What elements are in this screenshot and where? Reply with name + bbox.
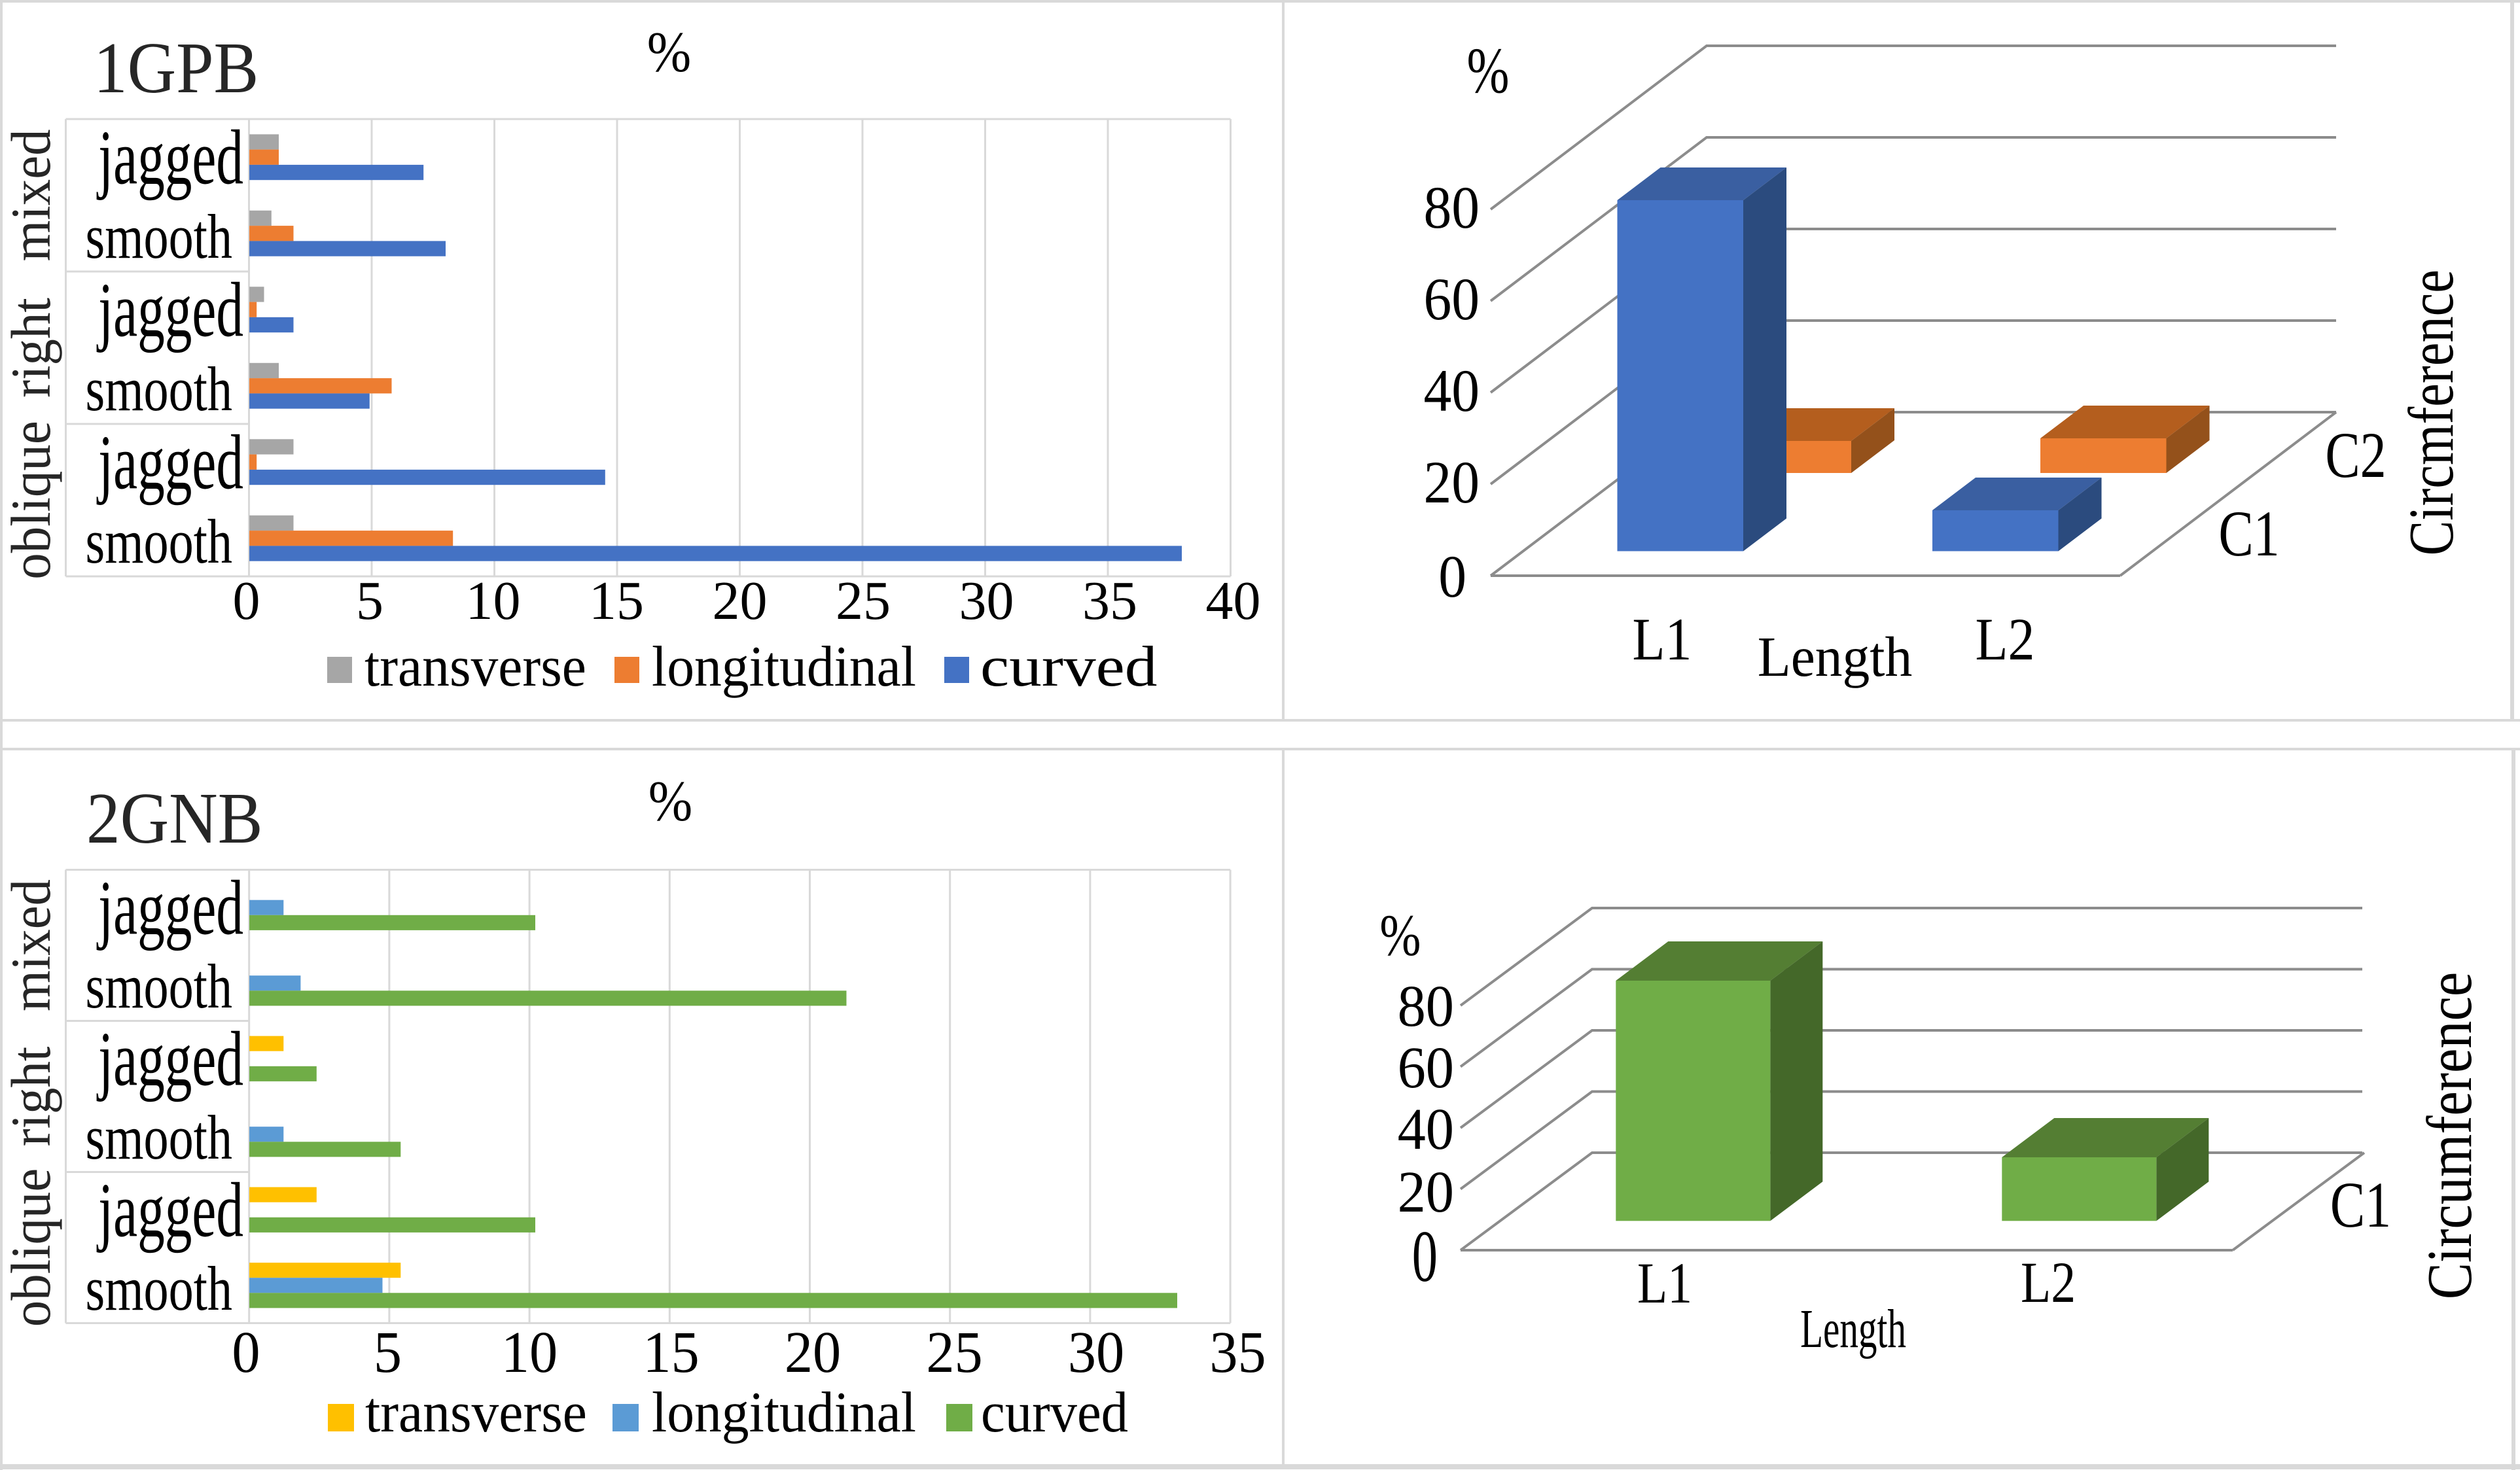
svg-text:40: 40 [1206, 570, 1261, 631]
svg-text:C1: C1 [2218, 497, 2279, 570]
svg-text:mixed: mixed [1, 129, 63, 261]
svg-text:transverse: transverse [365, 1380, 587, 1444]
svg-text:L1: L1 [1637, 1250, 1692, 1315]
svg-text:1GPB: 1GPB [94, 28, 258, 109]
svg-text:60: 60 [1423, 266, 1480, 332]
svg-text:C1: C1 [2330, 1168, 2391, 1242]
svg-text:0: 0 [233, 570, 260, 631]
svg-text:%: % [1379, 903, 1421, 968]
svg-text:60: 60 [1398, 1035, 1454, 1100]
svg-text:20: 20 [713, 570, 768, 631]
svg-text:longitudinal: longitudinal [652, 635, 916, 698]
svg-text:0: 0 [232, 1320, 260, 1385]
svg-text:Length: Length [1758, 625, 1913, 688]
svg-text:5: 5 [374, 1320, 402, 1385]
svg-text:15: 15 [589, 570, 644, 631]
svg-text:5: 5 [356, 570, 383, 631]
svg-text:Length: Length [1800, 1298, 1906, 1359]
svg-text:jagged: jagged [97, 1016, 243, 1102]
svg-text:smooth: smooth [86, 354, 232, 424]
svg-text:25: 25 [926, 1320, 982, 1385]
svg-text:20: 20 [785, 1320, 841, 1385]
svg-text:30: 30 [1068, 1320, 1124, 1385]
svg-text:10: 10 [501, 1320, 558, 1385]
svg-text:80: 80 [1423, 175, 1480, 241]
svg-text:smooth: smooth [86, 1102, 232, 1172]
svg-text:right: right [1, 298, 63, 398]
svg-text:L1: L1 [1633, 606, 1692, 673]
svg-text:0: 0 [1438, 544, 1466, 610]
svg-text:20: 20 [1423, 449, 1480, 516]
svg-text:Circmference: Circmference [2396, 270, 2467, 555]
svg-text:L2: L2 [1976, 606, 2035, 673]
svg-text:Circumference: Circumference [2414, 972, 2485, 1300]
svg-text:%: % [1467, 35, 1510, 107]
svg-text:30: 30 [959, 570, 1014, 631]
svg-text:2GNB: 2GNB [86, 779, 263, 859]
svg-text:jagged: jagged [97, 1167, 243, 1253]
svg-text:transverse: transverse [364, 635, 586, 698]
svg-text:40: 40 [1423, 358, 1480, 424]
svg-text:20: 20 [1398, 1159, 1454, 1225]
svg-text:40: 40 [1398, 1096, 1454, 1162]
svg-text:L2: L2 [2021, 1250, 2076, 1314]
svg-text:C2: C2 [2325, 419, 2386, 492]
svg-text:oblique: oblique [1, 421, 63, 579]
svg-text:jagged: jagged [97, 114, 243, 201]
svg-text:smooth: smooth [86, 951, 232, 1021]
svg-text:jagged: jagged [97, 865, 243, 951]
svg-text:jagged: jagged [97, 267, 243, 353]
svg-text:35: 35 [1082, 570, 1137, 631]
svg-text:longitudinal: longitudinal [652, 1380, 916, 1444]
svg-text:smooth: smooth [86, 506, 232, 576]
svg-text:oblique: oblique [1, 1168, 63, 1327]
svg-text:%: % [648, 770, 692, 833]
svg-text:25: 25 [836, 570, 891, 631]
svg-text:10: 10 [466, 570, 521, 631]
svg-text:smooth: smooth [86, 201, 232, 271]
svg-text:curved: curved [980, 635, 1157, 698]
svg-text:right: right [1, 1047, 63, 1147]
svg-text:smooth: smooth [86, 1253, 232, 1323]
svg-text:mixed: mixed [1, 879, 63, 1011]
svg-text:80: 80 [1398, 973, 1454, 1039]
svg-text:0: 0 [1412, 1216, 1438, 1297]
svg-text:35: 35 [1209, 1320, 1266, 1385]
svg-text:15: 15 [643, 1320, 699, 1385]
svg-text:jagged: jagged [97, 419, 243, 506]
svg-text:%: % [647, 21, 691, 84]
svg-text:curved: curved [981, 1381, 1128, 1444]
